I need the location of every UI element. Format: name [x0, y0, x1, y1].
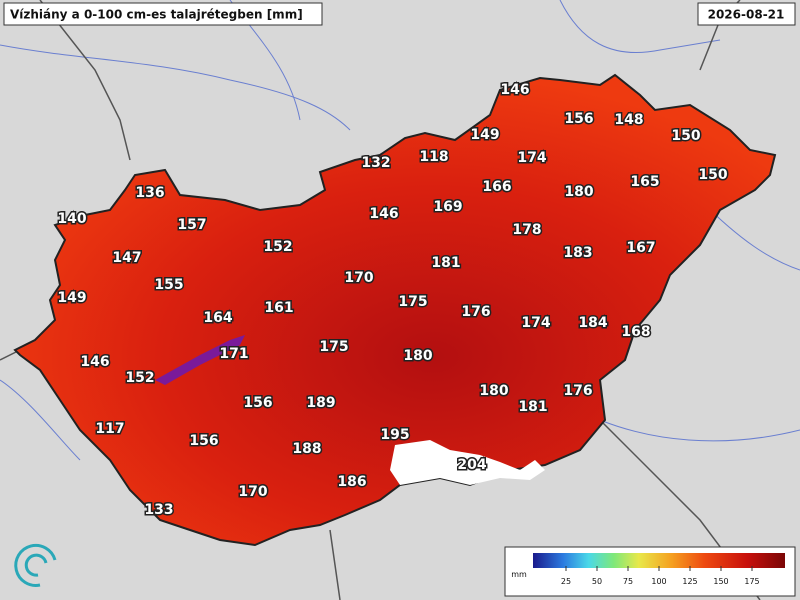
station-value: 180 — [479, 383, 508, 399]
station-value: 171 — [219, 346, 248, 362]
station-value: 180 — [564, 184, 593, 200]
station-value: 195 — [380, 427, 409, 443]
title: Vízhiány a 0-100 cm-es talajrétegben [mm… — [10, 8, 303, 22]
station-value: 184 — [578, 315, 607, 331]
station-value: 149 — [57, 290, 86, 306]
station-value: 181 — [431, 255, 460, 271]
colorbar-label: 25 — [561, 577, 571, 586]
no-data-area — [390, 440, 545, 485]
colorbar-label: 100 — [651, 577, 666, 586]
station-value: 149 — [470, 127, 499, 143]
colorbar-label: 150 — [713, 577, 728, 586]
station-value: 133 — [144, 502, 173, 518]
colorbar-label: 125 — [682, 577, 697, 586]
station-value: 168 — [621, 324, 650, 340]
station-value: 156 — [189, 433, 218, 449]
station-value: 156 — [243, 395, 272, 411]
station-value: 155 — [154, 277, 183, 293]
station-value: 117 — [95, 421, 124, 437]
station-value: 174 — [517, 150, 546, 166]
date-box — [697, 2, 796, 26]
station-value: 166 — [482, 179, 511, 195]
station-value: 156 — [564, 111, 593, 127]
date: 2026-08-21 — [708, 8, 785, 22]
station-value: 118 — [419, 149, 448, 165]
station-value: 176 — [563, 383, 592, 399]
station-value: 140 — [57, 211, 86, 227]
station-value: 189 — [306, 395, 335, 411]
title-box — [3, 2, 323, 26]
station-value: 175 — [398, 294, 427, 310]
station-value: 175 — [319, 339, 348, 355]
station-value: 148 — [614, 112, 643, 128]
station-value: 176 — [461, 304, 490, 320]
station-value: 186 — [337, 474, 366, 490]
colorbar — [533, 553, 785, 568]
country — [13, 73, 777, 547]
station-value: 152 — [263, 239, 292, 255]
logo — [14, 543, 57, 587]
station-value: 146 — [369, 206, 398, 222]
lake — [155, 335, 245, 385]
colorbar-label: 175 — [744, 577, 759, 586]
station-value: 146 — [80, 354, 109, 370]
colorbar-label: 75 — [623, 577, 633, 586]
station-value: 204 — [457, 457, 486, 473]
station-value: 132 — [361, 155, 390, 171]
station-value: 169 — [433, 199, 462, 215]
station-value: 183 — [563, 245, 592, 261]
station-value: 161 — [264, 300, 293, 316]
station-value: 150 — [671, 128, 700, 144]
station-value: 180 — [403, 348, 432, 364]
station-value: 147 — [112, 250, 141, 266]
station-value: 170 — [344, 270, 373, 286]
station-value: 174 — [521, 315, 550, 331]
station-value: 136 — [135, 185, 164, 201]
station-value: 152 — [125, 370, 154, 386]
station-value: 181 — [518, 399, 547, 415]
station-value: 157 — [177, 217, 206, 233]
station-value: 165 — [630, 174, 659, 190]
legend-unit: mm — [511, 570, 527, 579]
station-value: 167 — [626, 240, 655, 256]
station-value: 164 — [203, 310, 232, 326]
station-value: 146 — [500, 82, 529, 98]
station-value: 170 — [238, 484, 267, 500]
station-value: 188 — [292, 441, 321, 457]
colorbar-label: 50 — [592, 577, 602, 586]
station-value: 150 — [698, 167, 727, 183]
station-value: 178 — [512, 222, 541, 238]
